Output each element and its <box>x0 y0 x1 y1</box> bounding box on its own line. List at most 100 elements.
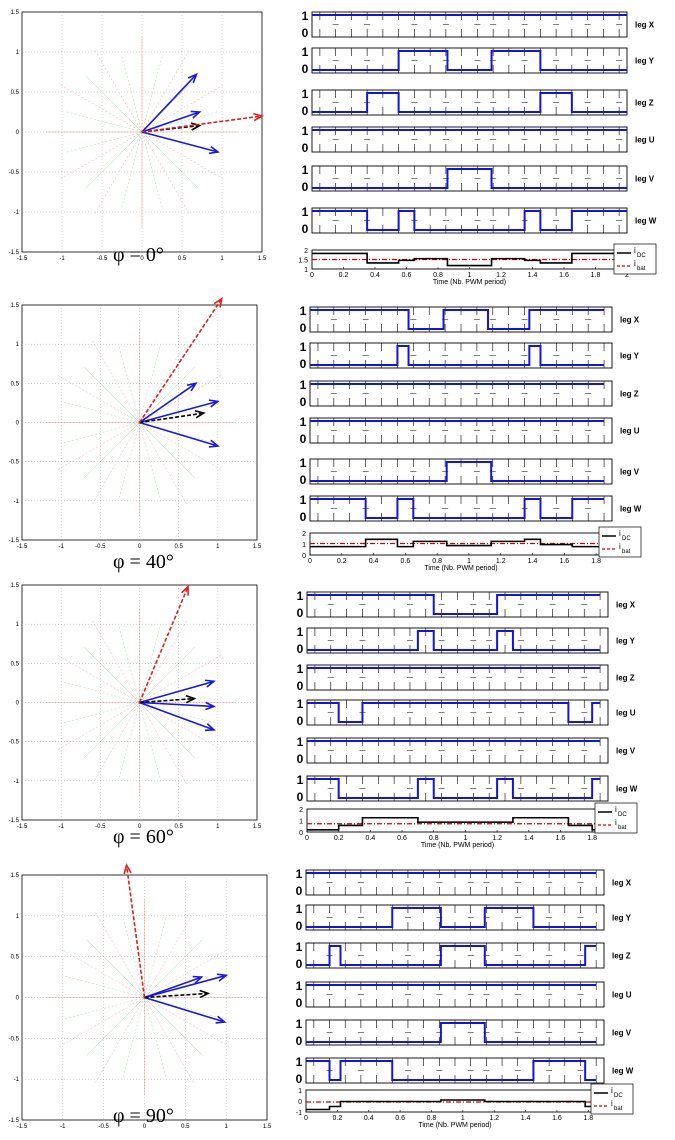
legend-ibat-subscript: bat <box>637 266 646 272</box>
current-x-tick-label: 0 <box>305 835 309 842</box>
vector-x-tick-label: 0 <box>138 544 142 550</box>
current-x-tick-label: 1.4 <box>524 835 534 842</box>
vector-arrowhead-black <box>194 410 206 419</box>
leg-signal-line <box>312 168 627 189</box>
vector-x-tick-label: -1.5 <box>17 256 28 262</box>
vector-arrowhead-black <box>199 989 211 999</box>
idc-line <box>306 1099 597 1111</box>
vector-blue-1 <box>144 996 225 1023</box>
vector-x-tick-label: 1.5 <box>263 1124 272 1130</box>
bit-label-zero: 0 <box>296 1034 303 1048</box>
leg-signal-line <box>312 92 627 113</box>
vector-x-tick-label: 0 <box>140 256 144 262</box>
current-y-tick-label: 2 <box>302 531 306 538</box>
space-vector-star-line <box>83 646 140 703</box>
space-vector-star-line <box>139 702 216 723</box>
leg-name-label: leg Y <box>635 57 655 66</box>
vector-y-tick-label: 0.5 <box>11 955 20 961</box>
space-vector-star-line <box>86 997 145 1056</box>
vector-y-tick-label: -1 <box>14 210 20 216</box>
space-vector-star-line <box>144 997 203 1056</box>
leg-name-label: leg Z <box>620 390 639 399</box>
current-x-axis-label: Time (Nb. PWM period) <box>421 842 494 849</box>
vector-black-3 <box>144 992 209 999</box>
bit-label-zero: 0 <box>302 104 309 118</box>
space-vector-star-line <box>141 131 199 189</box>
space-vector-star-line <box>63 702 140 723</box>
leg-name-label: leg V <box>612 1029 632 1038</box>
current-x-tick-label: 1.4 <box>528 558 538 565</box>
vector-x-tick-label: 1 <box>216 824 220 830</box>
vector-y-tick-label: -1.5 <box>9 250 20 256</box>
space-vector-star-line <box>63 422 140 443</box>
leg-name-label: leg W <box>612 1067 634 1076</box>
current-x-tick-label: 0 <box>308 558 312 565</box>
idc-line <box>312 252 627 267</box>
bit-label-zero: 0 <box>302 222 309 236</box>
vector-y-tick-label: 1 <box>16 622 20 628</box>
space-vector-star-line <box>86 939 145 998</box>
vector-x-tick-label: -0.5 <box>98 1124 109 1130</box>
space-vector-star-line <box>144 948 230 998</box>
vector-x-tick-label: 0.5 <box>178 256 187 262</box>
legend-idc-subscript: DC <box>614 1093 623 1099</box>
space-vector-star-line <box>63 682 140 703</box>
vector-y-tick-label: 1.5 <box>11 583 20 589</box>
vector-arrowhead-blue <box>186 382 198 392</box>
legend-idc-label: i <box>615 805 617 814</box>
current-x-tick-label: 0.8 <box>429 835 439 842</box>
space-vector-star-line <box>139 646 196 703</box>
legend-idc-subscript: DC <box>618 812 627 818</box>
leg-name-label: leg Z <box>635 99 654 108</box>
leg-name-label: leg V <box>620 468 640 477</box>
leg-signal-line <box>307 594 601 615</box>
current-x-tick-label: 1.4 <box>521 1115 531 1122</box>
vector-y-tick-label: -0.5 <box>9 460 20 466</box>
bit-label-zero: 0 <box>300 321 307 335</box>
bit-label-one: 1 <box>302 87 309 101</box>
vector-x-tick-label: -1 <box>59 256 65 262</box>
legend-idc-label: i <box>611 1086 613 1095</box>
current-y-tick-label: 1 <box>298 1088 302 1095</box>
vector-y-tick-label: 1 <box>16 914 20 920</box>
vector-y-tick-label: -1 <box>14 779 20 785</box>
current-y-tick-label: 0 <box>302 553 306 560</box>
vector-y-tick-label: -1 <box>14 1077 20 1083</box>
current-x-axis-label: Time (Nb. PWM period) <box>433 279 506 286</box>
vector-x-tick-label: -1.5 <box>17 1124 28 1130</box>
current-x-tick-label: 1.2 <box>489 1115 499 1122</box>
legend-ibat-subscript: bat <box>614 1106 623 1112</box>
legend-idc-label: i <box>619 529 621 538</box>
leg-name-label: leg X <box>612 879 632 888</box>
idc-line <box>307 816 601 831</box>
current-x-tick-label: 1.8 <box>591 272 601 279</box>
bit-label-one: 1 <box>297 589 304 603</box>
vector-y-tick-label: -1.5 <box>9 1118 20 1124</box>
vector-arrowhead-black <box>185 694 197 704</box>
vector-x-tick-label: 0.5 <box>174 824 183 830</box>
leg-signal-line <box>310 309 605 330</box>
legend-box <box>613 243 657 275</box>
space-vector-star-line <box>141 83 226 133</box>
legend-ibat-label: i <box>615 818 617 827</box>
phi-caption-0: φ = 0° <box>113 244 164 266</box>
vector-arrowhead-black <box>190 122 202 131</box>
bit-label-zero: 0 <box>300 395 307 409</box>
leg-signal-line <box>307 630 601 651</box>
vector-x-tick-label: 1 <box>216 544 220 550</box>
bit-label-one: 1 <box>302 124 309 138</box>
leg-name-label: leg U <box>620 427 640 436</box>
current-x-tick-label: 0.4 <box>369 558 379 565</box>
legend-ibat-subscript: bat <box>622 549 631 555</box>
space-vector-star-line <box>58 131 143 181</box>
current-x-tick-label: 1.2 <box>492 835 502 842</box>
vector-y-tick-label: -0.5 <box>9 170 20 176</box>
space-vector-star-line <box>59 948 145 998</box>
space-vector-star-line <box>144 912 194 998</box>
vector-x-tick-label: 1 <box>224 1124 228 1130</box>
space-vector-star-line <box>119 346 140 423</box>
bit-label-one: 1 <box>296 1055 303 1069</box>
bit-label-one: 1 <box>300 304 307 318</box>
vector-y-tick-label: 1.5 <box>11 10 20 16</box>
